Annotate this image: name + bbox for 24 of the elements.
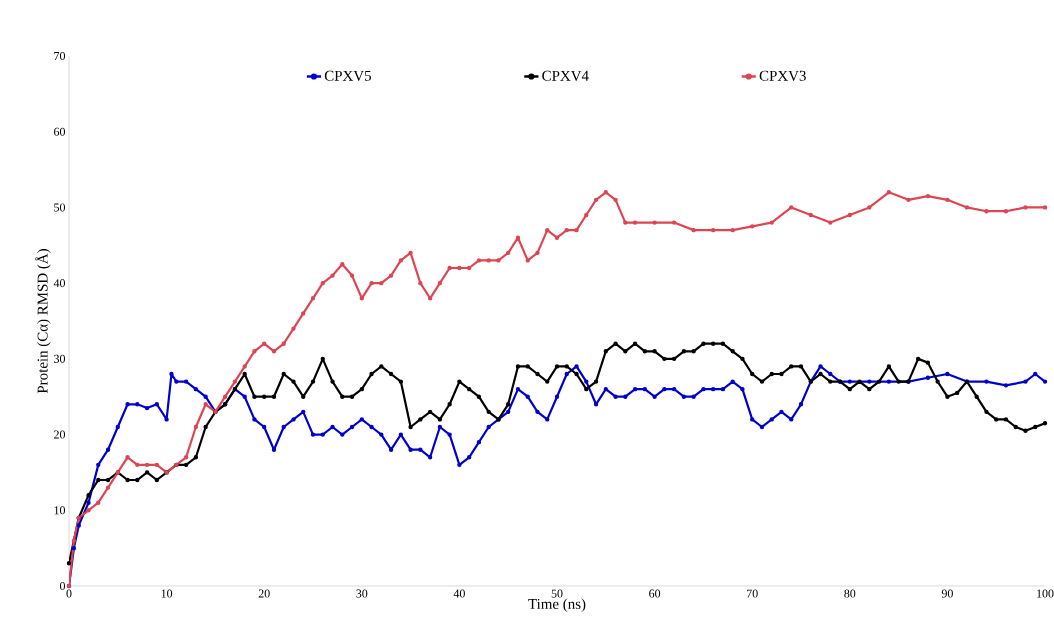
y-tick-label: 10: [54, 506, 66, 515]
x-tick-label: 80: [844, 589, 856, 598]
x-tick-label: 0: [66, 589, 72, 598]
x-tick-label: 100: [1037, 589, 1054, 598]
x-tick-label: 40: [453, 589, 465, 598]
y-tick-label: 40: [53, 279, 66, 288]
legend-label: CPXV3: [759, 70, 806, 81]
y-tick-label: 70: [54, 51, 66, 61]
y-axis-title: Protein (Cα) RMSD (Å): [35, 249, 51, 394]
x-tick-label: 30: [356, 589, 368, 598]
x-tick-label: 70: [747, 589, 758, 598]
legend-label: CPXV4: [542, 70, 589, 81]
y-tick-label: 50: [54, 203, 66, 212]
y-tick-label: 30: [54, 354, 66, 363]
x-tick-label: 10: [161, 589, 173, 598]
x-axis-title: Time (ns): [528, 598, 586, 613]
x-tick-label: 90: [941, 589, 953, 598]
y-tick-label: 0: [59, 581, 66, 591]
x-tick-label: 50: [551, 589, 563, 598]
legend-label: CPXV5: [324, 70, 371, 81]
y-tick-label: 60: [54, 127, 66, 136]
x-tick-label: 60: [649, 589, 661, 598]
y-tick-label: 20: [54, 430, 66, 439]
x-tick-label: 20: [258, 589, 270, 598]
